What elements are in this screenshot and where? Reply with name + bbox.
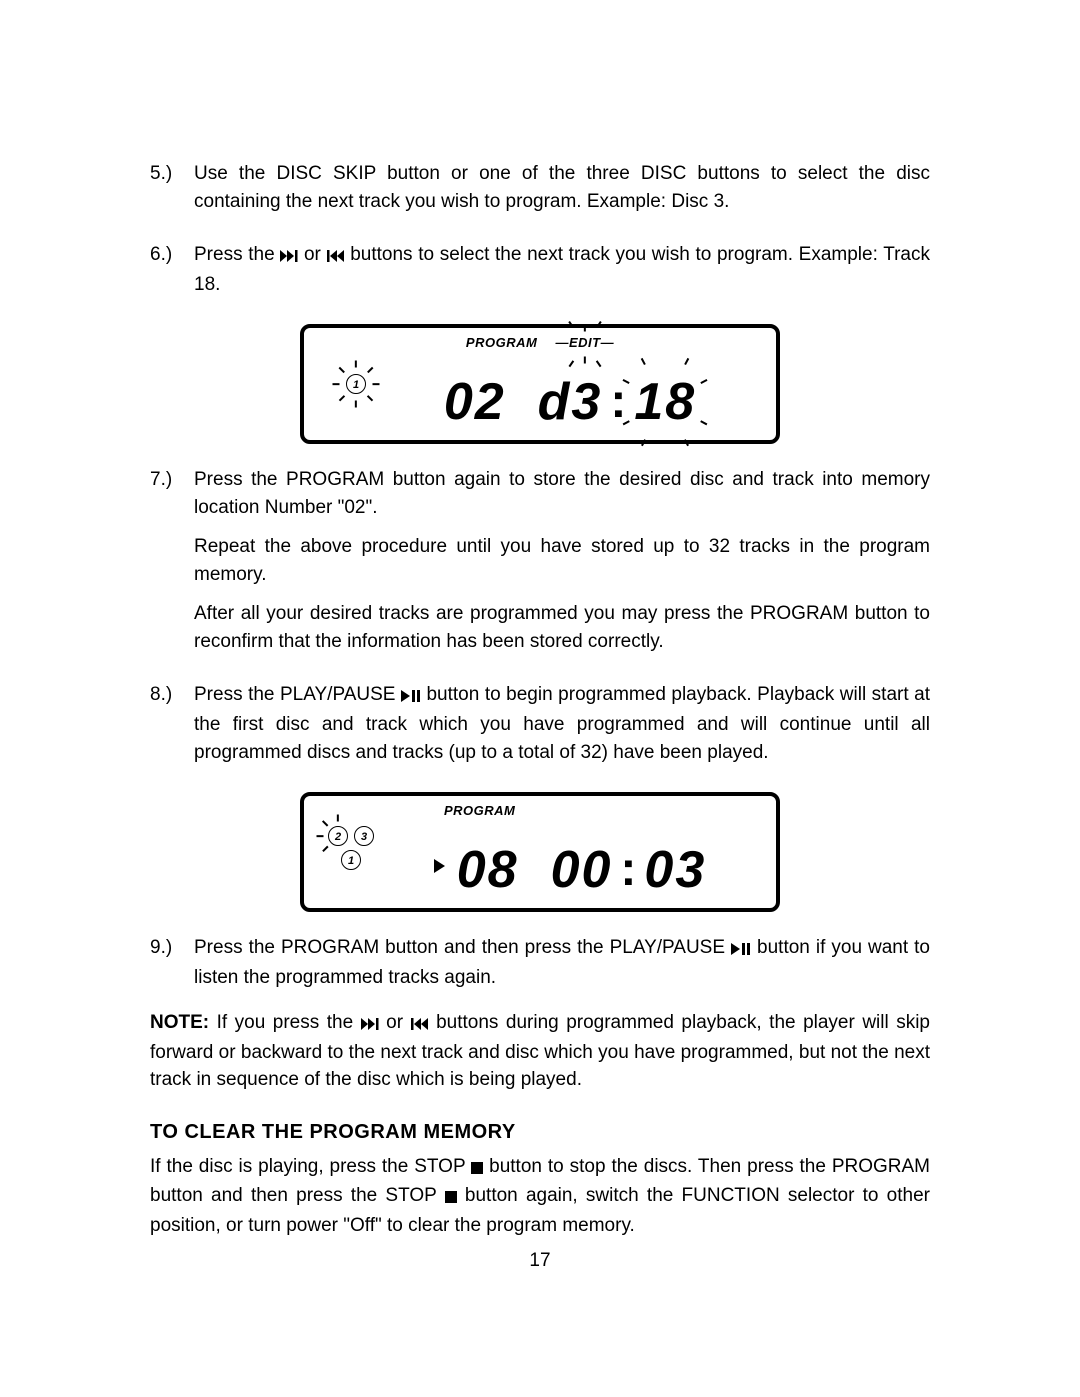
lcd-time-sec: 03 (644, 844, 706, 896)
lcd-colon: : (618, 846, 638, 894)
disc-indicator-3: 3 (354, 826, 374, 846)
text-fragment: If the disc is playing, press the STOP (150, 1156, 471, 1177)
step-text: Use the DISC SKIP button or one of the t… (194, 160, 930, 227)
note-label: NOTE: (150, 1012, 209, 1033)
lcd-disc: d3 (538, 376, 603, 428)
step-5: 5.) Use the DISC SKIP button or one of t… (150, 160, 930, 227)
disc-indicator-2: 2 (328, 826, 348, 846)
step-number: 8.) (150, 681, 194, 778)
disc-number: 2 (335, 831, 341, 843)
step-body: After all your desired tracks are progra… (194, 600, 930, 655)
lcd-memory-slot: 02 (444, 376, 506, 428)
lcd-colon: : (608, 378, 628, 426)
step-number: 7.) (150, 466, 194, 667)
step-text: Press the PROGRAM button and then press … (194, 934, 930, 1003)
step-body: Press the or buttons to select the next … (194, 241, 930, 298)
step-9: 9.) Press the PROGRAM button and then pr… (150, 934, 930, 1003)
lcd-track: 08 (457, 844, 519, 896)
step-number: 6.) (150, 241, 194, 310)
text-fragment: Press the (194, 244, 280, 265)
step-6: 6.) Press the or buttons to select the n… (150, 241, 930, 310)
lcd-track-wrap: 18 (634, 376, 696, 428)
next-track-icon (361, 1011, 379, 1039)
step-number: 5.) (150, 160, 194, 227)
page-number: 17 (150, 1247, 930, 1275)
text-fragment: If you press the (209, 1012, 361, 1033)
next-track-icon (280, 243, 298, 271)
lcd-segment-row: 02 d3 : 18 (304, 376, 776, 428)
lcd-label-edit-wrap: —EDIT— (555, 334, 614, 353)
step-text: Press the or buttons to select the next … (194, 241, 930, 310)
step-number: 9.) (150, 934, 194, 1003)
note-block: NOTE: If you press the or buttons during… (150, 1009, 930, 1094)
text-fragment: or (304, 244, 327, 265)
lcd-track: 18 (634, 373, 696, 431)
stop-icon (445, 1184, 457, 1212)
clear-body: If the disc is playing, press the STOP b… (150, 1153, 930, 1240)
prev-track-icon (327, 243, 345, 271)
disc-number: 3 (361, 831, 367, 843)
step-text: Press the PLAY/PAUSE button to begin pro… (194, 681, 930, 778)
lcd-label-program: PROGRAM (466, 335, 537, 350)
lcd-figure-1: PROGRAM —EDIT— 1 (300, 324, 780, 444)
prev-track-icon (411, 1011, 429, 1039)
play-pause-icon (401, 683, 421, 711)
manual-page: 5.) Use the DISC SKIP button or one of t… (0, 0, 1080, 1397)
lcd-display: PROGRAM —EDIT— 1 (300, 324, 780, 444)
play-pause-icon (731, 936, 751, 964)
lcd-label-edit: EDIT (569, 335, 601, 350)
step-body: Use the DISC SKIP button or one of the t… (194, 160, 930, 215)
section-heading-clear: TO CLEAR THE PROGRAM MEMORY (150, 1118, 930, 1147)
step-body: Press the PROGRAM button and then press … (194, 934, 930, 991)
play-indicator-icon (434, 859, 445, 873)
lcd-display: PROGRAM 2 3 1 (300, 792, 780, 912)
stop-icon (471, 1155, 483, 1183)
lcd-segment-row: 08 00 : 03 (304, 844, 776, 896)
step-body: Press the PLAY/PAUSE button to begin pro… (194, 681, 930, 766)
text-fragment: Press the PLAY/PAUSE (194, 684, 401, 705)
text-fragment: or (386, 1012, 410, 1033)
step-body: Press the PROGRAM button again to store … (194, 466, 930, 521)
lcd-time-min: 00 (551, 844, 613, 896)
step-body: Repeat the above procedure until you hav… (194, 533, 930, 588)
step-text: Press the PROGRAM button again to store … (194, 466, 930, 667)
step-8: 8.) Press the PLAY/PAUSE button to begin… (150, 681, 930, 778)
lcd-label-program: PROGRAM (444, 803, 515, 818)
lcd-figure-2: PROGRAM 2 3 1 (300, 792, 780, 912)
text-fragment: Press the PROGRAM button and then press … (194, 937, 731, 958)
step-7: 7.) Press the PROGRAM button again to st… (150, 466, 930, 667)
